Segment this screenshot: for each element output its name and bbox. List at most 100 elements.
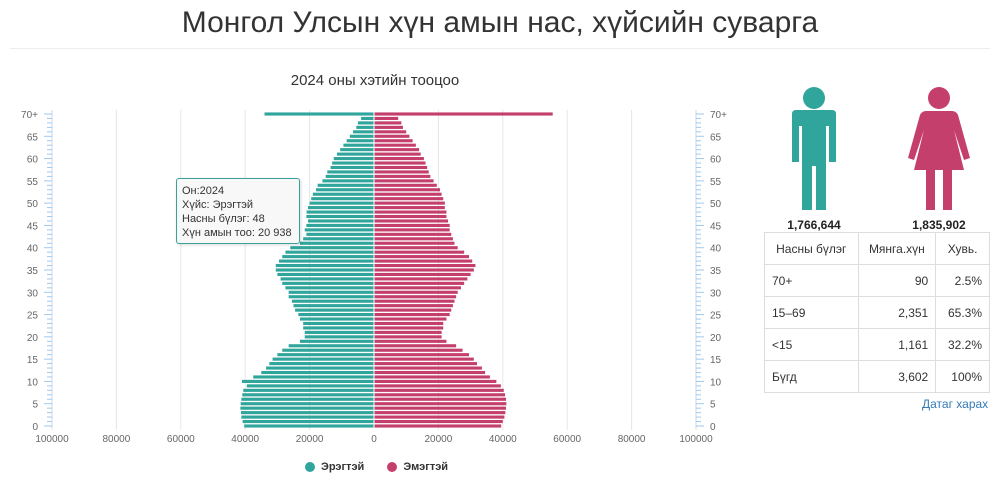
male-bar[interactable] [307,219,374,223]
male-bar[interactable] [309,201,374,205]
female-bar[interactable] [374,241,455,245]
female-bar[interactable] [374,321,444,326]
male-bar[interactable] [269,362,374,366]
male-bar[interactable] [295,308,374,312]
male-bar[interactable] [299,241,374,245]
female-bar[interactable] [374,157,424,161]
female-bar[interactable] [374,161,426,165]
female-bar[interactable] [374,232,452,236]
male-bar[interactable] [275,268,374,272]
male-bar[interactable] [299,317,374,321]
male-bar[interactable] [325,174,374,178]
female-bar[interactable] [374,313,450,317]
female-bar[interactable] [374,237,453,241]
female-bar[interactable] [374,353,469,357]
female-bar[interactable] [374,317,447,321]
female-bar[interactable] [374,259,473,263]
female-bar[interactable] [374,393,506,397]
female-bar[interactable] [374,304,453,308]
male-bar[interactable] [304,335,374,339]
male-bar[interactable] [327,170,374,174]
male-bar[interactable] [241,397,374,401]
female-bar[interactable] [374,197,444,201]
female-bar[interactable] [374,183,437,187]
male-bar[interactable] [241,411,374,415]
male-bar[interactable] [240,406,374,410]
male-bar[interactable] [306,232,374,236]
male-bar[interactable] [279,259,374,263]
female-bar[interactable] [374,402,507,406]
female-bar[interactable] [374,397,507,401]
male-bar[interactable] [277,272,374,277]
male-bar[interactable] [306,214,374,219]
male-bar[interactable] [298,313,374,317]
female-bar[interactable] [374,339,447,343]
male-bar[interactable] [353,130,374,134]
male-bar[interactable] [307,206,374,210]
male-bar[interactable] [333,157,374,161]
female-bar[interactable] [374,116,399,121]
male-bar[interactable] [346,139,374,143]
male-bar[interactable] [340,148,374,152]
male-bar[interactable] [282,255,374,259]
female-bar[interactable] [374,228,450,232]
male-bar[interactable] [242,419,374,424]
female-bar[interactable] [374,272,471,277]
male-bar[interactable] [304,330,374,334]
male-bar[interactable] [330,165,374,170]
male-bar[interactable] [288,295,374,299]
female-bar[interactable] [374,335,442,339]
male-bar[interactable] [312,192,374,196]
female-bar[interactable] [374,290,458,294]
female-bar[interactable] [374,206,445,210]
male-bar[interactable] [246,384,374,388]
female-bar[interactable] [374,188,441,192]
male-bar[interactable] [361,116,374,121]
female-bar[interactable] [374,384,501,388]
male-bar[interactable] [349,134,374,138]
female-bar[interactable] [374,362,478,366]
male-bar[interactable] [241,379,374,383]
female-bar[interactable] [374,330,442,334]
female-bar[interactable] [374,125,403,129]
female-bar[interactable] [374,174,431,178]
female-bar[interactable] [374,348,463,352]
male-bar[interactable] [306,223,374,227]
female-bar[interactable] [374,419,503,424]
female-bar[interactable] [374,130,407,134]
male-bar[interactable] [356,125,374,129]
female-bar[interactable] [374,121,402,125]
female-bar[interactable] [374,415,505,419]
female-bar[interactable] [374,375,490,379]
female-bar[interactable] [374,268,474,272]
female-bar[interactable] [374,281,465,285]
male-bar[interactable] [272,357,374,361]
female-bar[interactable] [374,219,449,223]
male-bar[interactable] [261,370,374,375]
female-bar[interactable] [374,411,506,415]
male-bar[interactable] [275,263,374,268]
male-bar[interactable] [240,402,374,406]
male-bar[interactable] [288,344,374,348]
male-bar[interactable] [291,299,374,303]
male-bar[interactable] [304,228,374,232]
female-bar[interactable] [374,308,452,312]
female-bar[interactable] [374,214,447,219]
male-bar[interactable] [282,348,374,352]
legend-item-male[interactable]: Эрэгтэй [305,461,364,473]
male-bar[interactable] [277,353,374,357]
male-bar[interactable] [336,152,374,156]
female-bar[interactable] [374,366,482,370]
female-bar[interactable] [374,344,457,348]
view-data-link[interactable]: Датаг харах [922,397,989,411]
female-bar[interactable] [374,148,420,152]
male-bar[interactable] [311,197,374,201]
male-bar[interactable] [285,286,374,290]
female-bar[interactable] [374,406,507,410]
male-bar[interactable] [253,375,374,379]
male-bar[interactable] [303,237,374,241]
male-bar[interactable] [242,393,374,397]
female-bar[interactable] [374,388,504,392]
female-bar[interactable] [374,299,455,303]
